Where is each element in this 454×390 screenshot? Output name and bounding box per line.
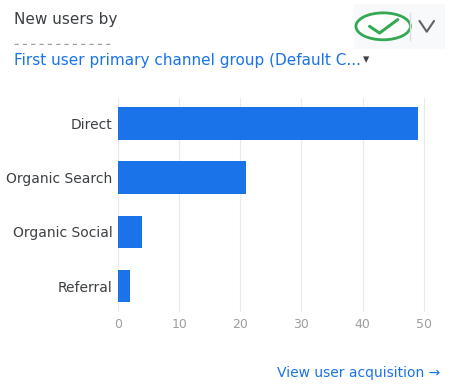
- Text: ▾: ▾: [363, 53, 370, 66]
- Bar: [118, 216, 143, 248]
- Circle shape: [356, 13, 410, 40]
- Text: View user acquisition →: View user acquisition →: [277, 366, 440, 380]
- Bar: [118, 107, 418, 140]
- Text: First user primary channel group (Default C...: First user primary channel group (Defaul…: [14, 53, 360, 67]
- Text: New users by: New users by: [14, 12, 117, 27]
- FancyBboxPatch shape: [344, 1, 454, 52]
- Bar: [118, 161, 247, 194]
- Bar: [118, 270, 130, 302]
